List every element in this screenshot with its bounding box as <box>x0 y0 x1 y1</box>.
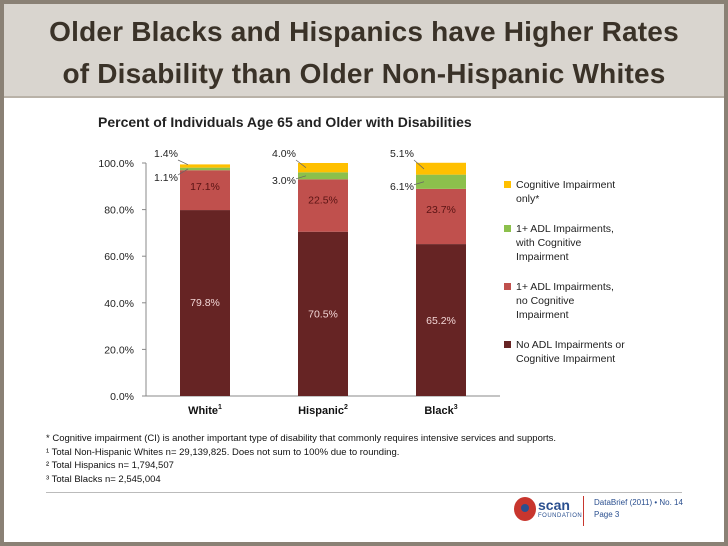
bar-segment <box>416 188 466 245</box>
leader-line <box>413 181 425 186</box>
data-label: 23.7% <box>426 204 456 216</box>
title-divider <box>4 96 724 98</box>
bar-segment <box>180 210 230 396</box>
bar-segment <box>298 179 348 232</box>
leader-line <box>295 175 307 180</box>
slide-title-line2: of Disability than Older Non-Hispanic Wh… <box>62 58 666 89</box>
legend-label: with Cognitive <box>515 237 582 249</box>
bar-segment <box>298 172 348 180</box>
x-category-label: White1 <box>188 404 222 417</box>
legend-swatch <box>504 181 511 188</box>
data-label: 70.5% <box>308 309 338 321</box>
data-label: 22.5% <box>308 194 338 206</box>
legend-label: Impairment <box>516 251 569 263</box>
legend-label: no Cognitive <box>516 295 575 307</box>
footnote-black: ³ Total Blacks n= 2,545,004 <box>46 473 161 485</box>
data-label: 3.0% <box>272 175 296 187</box>
footer-divider <box>46 492 682 493</box>
y-tick-label: 100.0% <box>98 158 134 170</box>
y-tick-label: 0.0% <box>110 391 134 403</box>
bar-segment <box>298 231 348 396</box>
leader-line <box>177 168 189 176</box>
bar-segment <box>180 167 230 171</box>
legend-label: No ADL Impairments or <box>516 339 625 351</box>
data-label: 17.1% <box>190 181 220 193</box>
legend-label: Cognitive Impairment <box>516 179 615 191</box>
scan-foundation-logo: scan FOUNDATION <box>514 495 583 525</box>
leader-line <box>295 159 307 168</box>
x-category-superscript: 1 <box>218 404 222 411</box>
legend-swatch <box>504 225 511 232</box>
data-label: 1.4% <box>154 148 178 160</box>
slide-title-line1: Older Blacks and Hispanics have Higher R… <box>49 16 679 47</box>
y-tick-label: 60.0% <box>104 251 134 263</box>
data-label: 6.1% <box>390 181 414 193</box>
legend-swatch <box>504 341 511 348</box>
footnotes: * Cognitive impairment (CI) is another i… <box>46 432 556 486</box>
title-band: Older Blacks and Hispanics have Higher R… <box>4 4 724 96</box>
brief-info: DataBrief (2011) • No. 14 Page 3 <box>594 497 683 521</box>
leader-line <box>413 159 425 170</box>
footnote-hispanic: ² Total Hispanics n= 1,794,507 <box>46 460 174 471</box>
logo-divider <box>583 496 584 526</box>
apple-icon <box>514 497 536 521</box>
bar-segment <box>298 163 348 173</box>
logo-text: scan <box>538 497 570 513</box>
x-category-label: Black3 <box>424 404 457 417</box>
bar-segment <box>416 162 466 175</box>
legend-label: 1+ ADL Impairments, <box>516 281 614 293</box>
chart-title: Percent of Individuals Age 65 and Older … <box>98 114 472 130</box>
legend-label: Cognitive Impairment <box>516 353 615 365</box>
footnote-white: ¹ Total Non-Hispanic Whites n= 29,139,82… <box>46 446 400 458</box>
bar-segment <box>416 244 466 396</box>
legend-label: Impairment <box>516 309 569 321</box>
y-tick-label: 80.0% <box>104 205 134 217</box>
data-label: 1.1% <box>154 172 178 184</box>
x-category-label: Hispanic2 <box>298 404 348 417</box>
bar-segment <box>180 170 230 211</box>
x-category-superscript: 3 <box>454 404 458 411</box>
x-category-superscript: 2 <box>344 404 348 411</box>
y-tick-label: 40.0% <box>104 298 134 310</box>
y-tick-label: 20.0% <box>104 344 134 356</box>
leader-line <box>177 159 189 165</box>
brief-line2: Page 3 <box>594 510 620 519</box>
data-label: 79.8% <box>190 297 220 309</box>
data-label: 5.1% <box>390 148 414 160</box>
logo-subtext: FOUNDATION <box>538 513 583 519</box>
legend-label: 1+ ADL Impairments, <box>516 223 614 235</box>
legend-swatch <box>504 283 511 290</box>
brief-line1: DataBrief (2011) • No. 14 <box>594 498 683 507</box>
footnote-ci: * Cognitive impairment (CI) is another i… <box>46 433 557 444</box>
bar-segment <box>180 164 230 168</box>
legend-label: only* <box>516 193 539 205</box>
data-label: 65.2% <box>426 315 456 327</box>
bar-segment <box>416 174 466 189</box>
data-label: 4.0% <box>272 148 296 160</box>
